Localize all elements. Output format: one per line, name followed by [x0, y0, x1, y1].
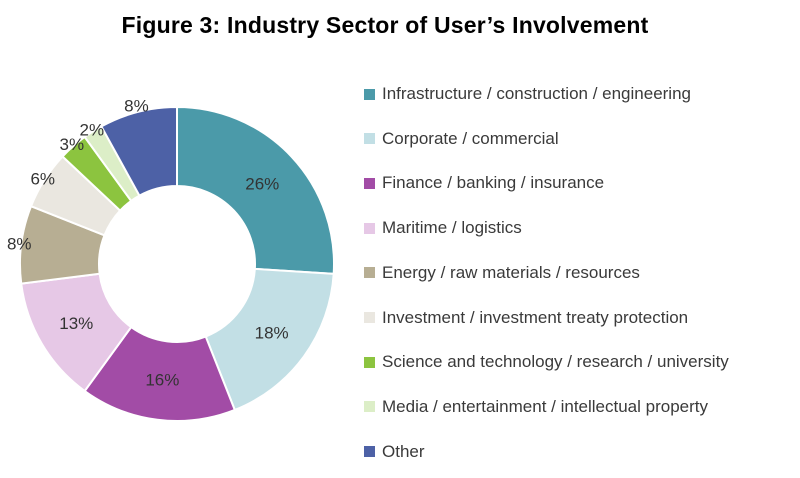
legend-item-science-and-technology-research-university: Science and technology / research / univ… [364, 347, 729, 377]
donut-slices [19, 105, 335, 422]
legend-item-other: Other [364, 437, 425, 467]
legend-swatch [364, 401, 375, 413]
legend-label: Science and technology / research / univ… [382, 352, 729, 372]
legend-item-maritime-logistics: Maritime / logistics [364, 213, 522, 243]
slice-other [100, 105, 178, 198]
slice-finance-banking-insurance [83, 325, 237, 422]
data-label-energy-raw-materials-resources: 8% [7, 235, 32, 254]
legend-item-energy-raw-materials-resources: Energy / raw materials / resources [364, 258, 640, 288]
legend-label: Other [382, 441, 425, 461]
legend-label: Maritime / logistics [382, 218, 522, 238]
legend-swatch [364, 267, 375, 279]
legend-swatch [364, 446, 375, 458]
legend-label: Energy / raw materials / resources [382, 262, 640, 282]
donut-data-labels: 26% 18% 16% 13% 8% 6% 3%2% 8% [7, 97, 289, 390]
legend-label: Finance / banking / insurance [382, 173, 605, 193]
legend-label: Media / entertainment / intellectual pro… [382, 396, 709, 416]
slice-corporate-commercial [204, 267, 335, 412]
data-label-science-and-technology-research-university: 3% [60, 135, 85, 154]
data-label-infrastructure-construction-engineering: 26% [245, 174, 279, 193]
legend-item-investment-investment-treaty-protection: Investment / investment treaty protectio… [364, 303, 688, 333]
legend-label: Corporate / commercial [382, 128, 559, 148]
legend-item-infrastructure-construction-engineering: Infrastructure / construction / engineer… [364, 79, 691, 109]
legend-swatch [364, 356, 375, 368]
legend-item-corporate-commercial: Corporate / commercial [364, 124, 559, 154]
data-label-maritime-logistics: 13% [59, 314, 93, 333]
legend-item-media-entertainment-intellectual-property: Media / entertainment / intellectual pro… [364, 392, 708, 422]
legend-label: Infrastructure / construction / engineer… [382, 84, 691, 103]
legend-item-finance-banking-insurance: Finance / banking / insurance [364, 168, 604, 198]
slice-infrastructure-construction-engineering [176, 105, 335, 275]
data-label-media-entertainment-intellectual-property: 2% [80, 120, 105, 139]
chart-title: Figure 3: Industry Sector of User’s Invo… [121, 12, 649, 38]
data-label-corporate-commercial: 18% [255, 323, 289, 342]
legend-swatch [364, 312, 375, 323]
legend-swatch [364, 133, 375, 145]
legend-swatch [364, 88, 375, 100]
legend-swatch [364, 222, 375, 234]
legend-label: Investment / investment treaty protectio… [382, 307, 689, 327]
legend-swatch [364, 177, 375, 189]
data-label-finance-banking-insurance: 16% [145, 371, 179, 390]
data-label-investment-investment-treaty-protection: 6% [30, 169, 55, 188]
data-label-other: 8% [124, 97, 149, 116]
